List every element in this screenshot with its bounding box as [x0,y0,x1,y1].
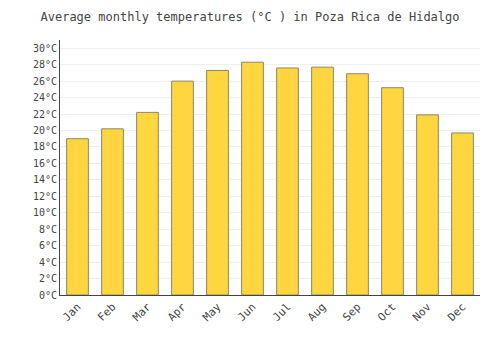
svg-text:Oct: Oct [375,301,398,324]
svg-text:16°C: 16°C [33,158,57,169]
svg-text:Feb: Feb [95,301,118,324]
svg-text:Jan: Jan [60,301,83,324]
svg-text:30°C: 30°C [33,43,57,54]
svg-text:Apr: Apr [165,300,189,324]
svg-text:28°C: 28°C [33,59,57,70]
svg-text:Sep: Sep [340,301,363,324]
svg-text:8°C: 8°C [39,224,57,235]
svg-text:22°C: 22°C [33,109,57,120]
svg-text:Jun: Jun [235,301,258,324]
svg-text:Aug: Aug [305,301,328,324]
svg-text:2°C: 2°C [39,273,57,284]
svg-text:May: May [200,300,224,324]
svg-text:0°C: 0°C [39,290,57,301]
svg-text:10°C: 10°C [33,207,57,218]
svg-text:18°C: 18°C [33,141,57,152]
svg-text:Average monthly temperatures (: Average monthly temperatures (°C ) in Po… [40,10,459,24]
svg-text:Nov: Nov [410,300,434,324]
svg-text:4°C: 4°C [39,257,57,268]
svg-text:20°C: 20°C [33,125,57,136]
svg-text:26°C: 26°C [33,76,57,87]
svg-text:Mar: Mar [130,300,154,324]
svg-text:12°C: 12°C [33,191,57,202]
svg-text:6°C: 6°C [39,240,57,251]
svg-text:Dec: Dec [445,301,468,324]
svg-text:24°C: 24°C [33,92,57,103]
svg-text:Jul: Jul [270,301,293,324]
svg-text:14°C: 14°C [33,174,57,185]
